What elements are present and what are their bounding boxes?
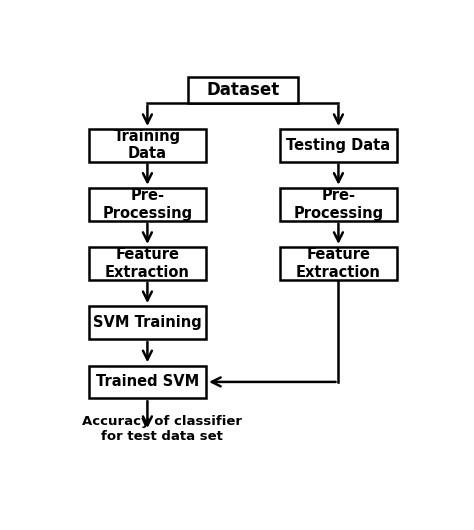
- FancyBboxPatch shape: [89, 129, 206, 162]
- Text: Testing Data: Testing Data: [286, 138, 391, 153]
- Text: Pre-
Processing: Pre- Processing: [102, 188, 192, 220]
- Text: Pre-
Processing: Pre- Processing: [293, 188, 383, 220]
- Text: Training
Data: Training Data: [114, 129, 181, 162]
- Text: Feature
Extraction: Feature Extraction: [296, 248, 381, 280]
- Text: Trained SVM: Trained SVM: [96, 374, 199, 390]
- FancyBboxPatch shape: [89, 188, 206, 220]
- FancyBboxPatch shape: [280, 247, 397, 280]
- FancyBboxPatch shape: [89, 366, 206, 398]
- Text: SVM Training: SVM Training: [93, 315, 202, 330]
- FancyBboxPatch shape: [89, 306, 206, 339]
- FancyBboxPatch shape: [89, 247, 206, 280]
- FancyBboxPatch shape: [280, 129, 397, 162]
- Text: Feature
Extraction: Feature Extraction: [105, 248, 190, 280]
- FancyBboxPatch shape: [188, 77, 298, 103]
- Text: Accuracy of classifier
for test data set: Accuracy of classifier for test data set: [82, 415, 242, 443]
- Text: Dataset: Dataset: [206, 81, 280, 99]
- FancyBboxPatch shape: [280, 188, 397, 220]
